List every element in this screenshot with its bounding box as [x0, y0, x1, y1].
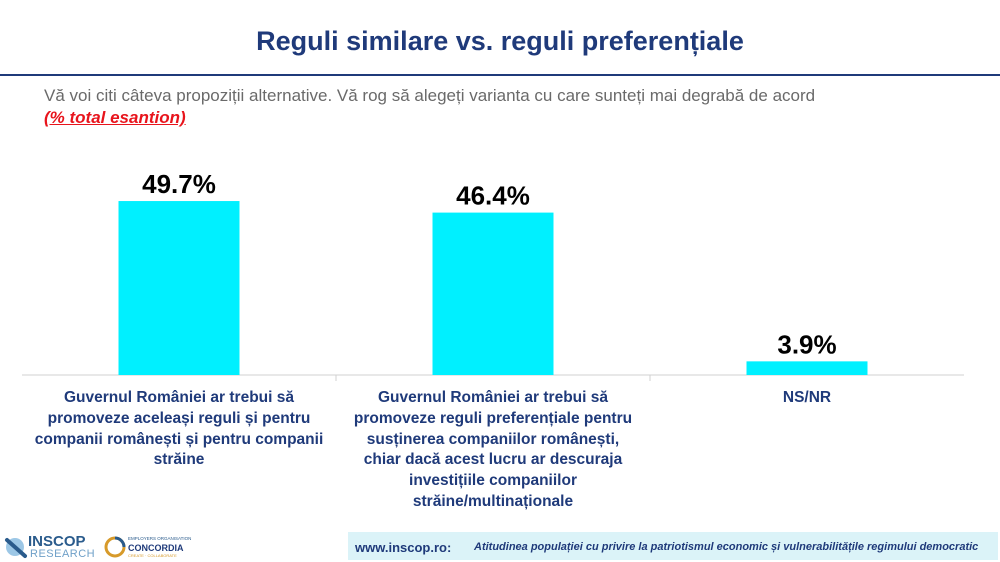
category-label-ns-nr: NS/NR	[782, 389, 832, 406]
question-text: Vă voi citi câteva propoziții alternativ…	[44, 86, 816, 105]
footer-description: Atitudinea populației cu privire la patr…	[474, 541, 979, 553]
sample-note: (% total esantion)	[44, 108, 186, 127]
footer-url-link[interactable]: www.inscop.ro:	[355, 540, 452, 555]
bar-chart: 49.7% 46.4% 3.9%	[22, 169, 964, 381]
inscop-wordmark: INSCOP	[28, 533, 86, 550]
bar-2	[746, 361, 868, 375]
bar-0	[118, 201, 240, 375]
data-label-0: 49.7%	[142, 169, 216, 199]
research-wordmark: RESEARCH	[30, 548, 96, 560]
category-label-preferential-rules: Guvernul României ar trebui să promoveze…	[353, 389, 633, 510]
title-divider	[0, 74, 1000, 76]
concordia-wordmark: CONCORDIA	[128, 543, 184, 553]
footer-bar	[348, 532, 998, 560]
concordia-logo-icon	[104, 536, 126, 558]
employers-text: EMPLOYERS ORGANISATION	[128, 536, 192, 541]
category-label-same-rules: Guvernul României ar trebui să promoveze…	[34, 389, 324, 469]
bar-1	[432, 212, 554, 375]
data-label-2: 3.9%	[777, 329, 836, 359]
concordia-tagline: CREATE · COLLABORATE	[128, 553, 177, 558]
inscop-logo: INSCOP RESEARCH	[4, 532, 104, 560]
page-title: Reguli similare vs. reguli preferențiale	[256, 26, 744, 56]
concordia-logo: EMPLOYERS ORGANISATION CONCORDIA CREATE …	[104, 534, 194, 560]
data-label-1: 46.4%	[456, 181, 530, 211]
inscop-logo-icon	[5, 538, 27, 558]
